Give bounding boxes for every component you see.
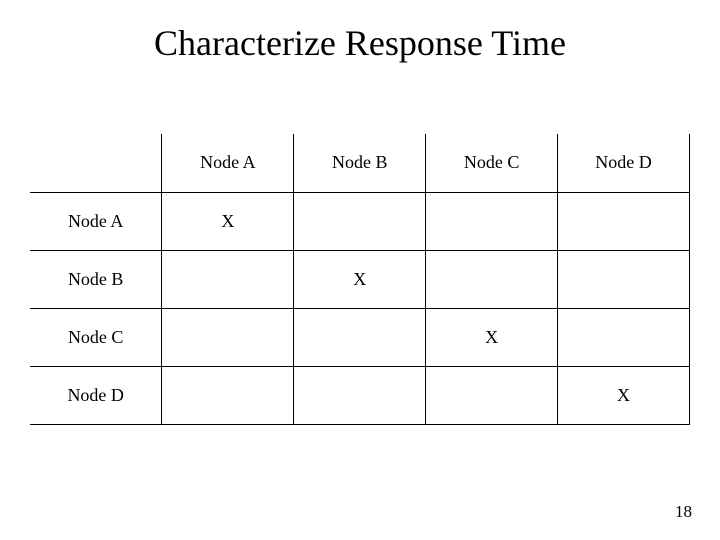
cell-d-c [426, 366, 558, 424]
row-header-b: Node B [30, 250, 162, 308]
cell-c-c: X [426, 308, 558, 366]
table-container: Node A Node B Node C Node D Node A X Nod… [0, 64, 720, 425]
table-row: Node A X [30, 192, 690, 250]
page-number: 18 [675, 502, 692, 522]
cell-d-b [294, 366, 426, 424]
table-row: Node C X [30, 308, 690, 366]
cell-a-c [426, 192, 558, 250]
page-title: Characterize Response Time [0, 0, 720, 64]
cell-a-a: X [162, 192, 294, 250]
row-header-d: Node D [30, 366, 162, 424]
cell-d-d: X [558, 366, 690, 424]
table-row: Node D X [30, 366, 690, 424]
row-header-a: Node A [30, 192, 162, 250]
cell-b-a [162, 250, 294, 308]
cell-c-a [162, 308, 294, 366]
cell-c-b [294, 308, 426, 366]
cell-b-d [558, 250, 690, 308]
col-header-d: Node D [558, 134, 690, 192]
cell-b-b: X [294, 250, 426, 308]
cell-a-d [558, 192, 690, 250]
table-corner-cell [30, 134, 162, 192]
table-row: Node B X [30, 250, 690, 308]
cell-c-d [558, 308, 690, 366]
col-header-c: Node C [426, 134, 558, 192]
cell-a-b [294, 192, 426, 250]
cell-d-a [162, 366, 294, 424]
col-header-b: Node B [294, 134, 426, 192]
col-header-a: Node A [162, 134, 294, 192]
row-header-c: Node C [30, 308, 162, 366]
table-header-row: Node A Node B Node C Node D [30, 134, 690, 192]
cell-b-c [426, 250, 558, 308]
response-time-table: Node A Node B Node C Node D Node A X Nod… [30, 134, 690, 425]
